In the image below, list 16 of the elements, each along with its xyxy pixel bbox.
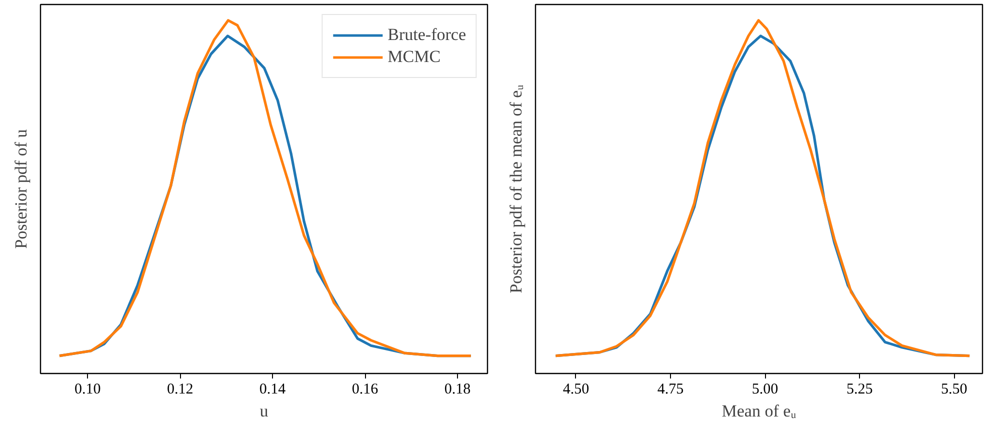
x-axis-title: u xyxy=(260,402,269,420)
x-tick-label: 0.16 xyxy=(352,382,379,398)
legend-label: Brute-force xyxy=(388,25,466,45)
x-tick-label: 5.50 xyxy=(941,382,968,398)
x-tick-label: 0.12 xyxy=(166,382,194,398)
y-axis-title: Posterior pdf of the mean of eᵤ xyxy=(506,84,526,294)
x-tick-label: 0.14 xyxy=(259,382,286,398)
x-tick-label: 4.50 xyxy=(562,382,590,398)
x-tick-label: 0.10 xyxy=(74,382,101,398)
x-axis-title: Mean of eᵤ xyxy=(722,402,797,420)
x-tick-label: 4.75 xyxy=(657,382,684,398)
legend-label: MCMC xyxy=(388,47,441,67)
x-tick-label: 0.18 xyxy=(444,382,471,398)
x-tick-label: 5.00 xyxy=(752,382,778,398)
y-axis-title: Posterior pdf of u xyxy=(12,128,30,249)
x-tick-label: 5.25 xyxy=(846,382,873,398)
